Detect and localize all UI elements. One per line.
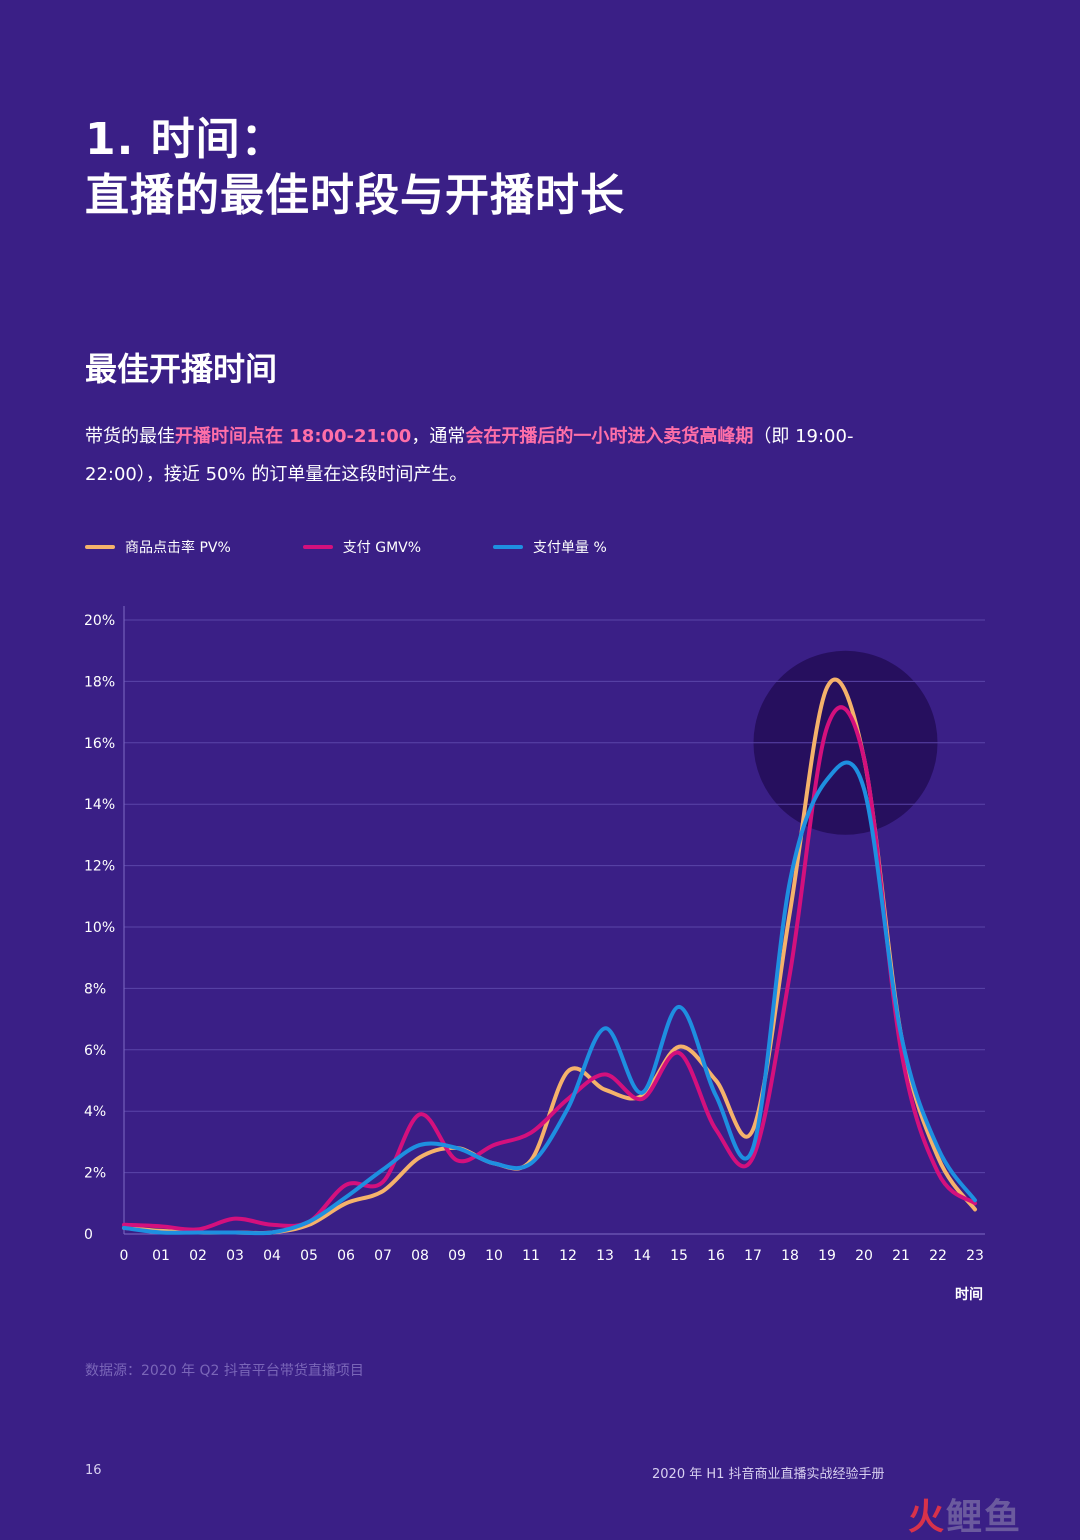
- section-description: 带货的最佳开播时间点在 18:00-21:00，通常会在开播后的一小时进入卖货高…: [85, 418, 915, 494]
- x-tick-label: 15: [670, 1248, 688, 1264]
- watermark-logo: 火鲤鱼: [908, 1488, 1022, 1540]
- x-tick-label: 17: [744, 1248, 762, 1264]
- y-tick-label: 0: [84, 1227, 93, 1243]
- x-tick-label: 22: [929, 1248, 947, 1264]
- x-tick-label: 13: [596, 1248, 614, 1264]
- y-tick-label: 14%: [84, 797, 115, 813]
- y-tick-label: 10%: [84, 920, 115, 936]
- x-tick-label: 23: [966, 1248, 984, 1264]
- y-tick-label: 12%: [84, 859, 115, 875]
- x-tick-label: 21: [892, 1248, 910, 1264]
- page-number: 16: [85, 1463, 102, 1478]
- desc-highlight-1: 开播时间点在 18:00-21:00: [175, 426, 411, 447]
- chart-legend: 商品点击率 PV% 支付 GMV% 支付单量 %: [85, 536, 679, 558]
- data-source-note: 数据源：2020 年 Q2 抖音平台带货直播项目: [85, 1360, 364, 1380]
- legend-label-gmv: 支付 GMV%: [343, 537, 421, 557]
- desc-text-2: ，通常: [411, 426, 465, 447]
- x-tick-label: 04: [263, 1248, 281, 1264]
- x-tick-label: 10: [485, 1248, 503, 1264]
- x-tick-label: 20: [855, 1248, 873, 1264]
- section-title: 最佳开播时间: [85, 344, 277, 390]
- x-tick-label: 11: [522, 1248, 540, 1264]
- x-tick-label: 02: [189, 1248, 207, 1264]
- x-tick-label: 07: [374, 1248, 392, 1264]
- x-tick-label: 14: [633, 1248, 651, 1264]
- legend-label-pv: 商品点击率 PV%: [125, 537, 231, 557]
- title-line-2: 直播的最佳时段与开播时长: [85, 168, 625, 224]
- legend-label-orders: 支付单量 %: [533, 537, 607, 557]
- legend-swatch-pv: [85, 545, 115, 549]
- x-tick-label: 12: [559, 1248, 577, 1264]
- x-tick-label: 09: [448, 1248, 466, 1264]
- desc-highlight-2: 会在开播后的一小时进入卖货高峰期: [465, 426, 753, 447]
- x-tick-label: 19: [818, 1248, 836, 1264]
- page-title: 1. 时间： 直播的最佳时段与开播时长: [85, 112, 625, 224]
- x-axis-label: 时间: [955, 1286, 983, 1303]
- x-tick-label: 08: [411, 1248, 429, 1264]
- y-tick-label: 18%: [84, 674, 115, 690]
- x-tick-label: 01: [152, 1248, 170, 1264]
- document-title: 2020 年 H1 抖音商业直播实战经验手册: [652, 1463, 885, 1482]
- y-tick-label: 4%: [84, 1104, 106, 1120]
- legend-item-orders: 支付单量 %: [493, 537, 607, 557]
- x-tick-label: 03: [226, 1248, 244, 1264]
- x-tick-label: 16: [707, 1248, 725, 1264]
- legend-item-pv: 商品点击率 PV%: [85, 537, 231, 557]
- desc-text-1: 带货的最佳: [85, 426, 175, 447]
- legend-swatch-gmv: [303, 545, 333, 549]
- line-chart: 0 2% 4% 6% 8% 10% 12% 14% 16% 18% 20% 0 01 02 03 04 05 06…: [0, 590, 1080, 1310]
- y-tick-label: 2%: [84, 1166, 106, 1182]
- x-tick-label: 06: [337, 1248, 355, 1264]
- y-tick-label: 8%: [84, 981, 106, 997]
- x-tick-label: 0: [120, 1248, 129, 1264]
- legend-item-gmv: 支付 GMV%: [303, 537, 421, 557]
- y-tick-label: 6%: [84, 1043, 106, 1059]
- y-tick-label: 20%: [84, 613, 115, 629]
- x-tick-label: 05: [300, 1248, 318, 1264]
- legend-swatch-orders: [493, 545, 523, 549]
- y-tick-label: 16%: [84, 736, 115, 752]
- title-line-1: 1. 时间：: [85, 112, 625, 168]
- x-tick-label: 18: [781, 1248, 799, 1264]
